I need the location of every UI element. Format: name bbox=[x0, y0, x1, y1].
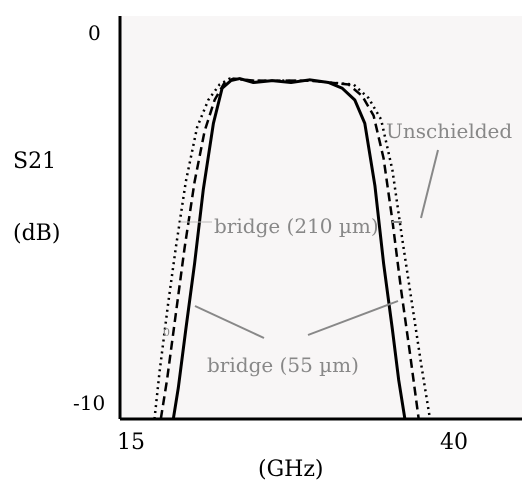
annotation-bridge-210: bridge (210 µm) bbox=[214, 214, 379, 238]
series-layer bbox=[153, 77, 432, 420]
x-tick-label-right: 40 bbox=[440, 430, 468, 455]
annotation-bridge-55-leader-left bbox=[194, 305, 265, 339]
annotation-unschielded-leader bbox=[420, 149, 439, 219]
y-axis-title-line1: S21 bbox=[13, 149, 56, 174]
annotation-unschielded: Unschielded bbox=[386, 119, 512, 143]
x-axis-title: (GHz) bbox=[258, 457, 324, 482]
series-line-2 bbox=[159, 77, 420, 420]
y-axis-title-line2: (dB) bbox=[13, 221, 60, 246]
annotation-bridge-55: bridge (55 µm) bbox=[207, 353, 359, 377]
x-tick-label-left: 15 bbox=[117, 430, 145, 455]
small-mark: 0 bbox=[163, 326, 170, 339]
plot-area bbox=[120, 16, 522, 419]
y-tick-label-bottom: -10 bbox=[73, 391, 105, 415]
series-line-1 bbox=[171, 77, 407, 420]
series-line-3 bbox=[153, 77, 432, 420]
y-tick-label-top: 0 bbox=[88, 21, 101, 45]
annotation-bridge-55-leader-right bbox=[307, 300, 399, 336]
